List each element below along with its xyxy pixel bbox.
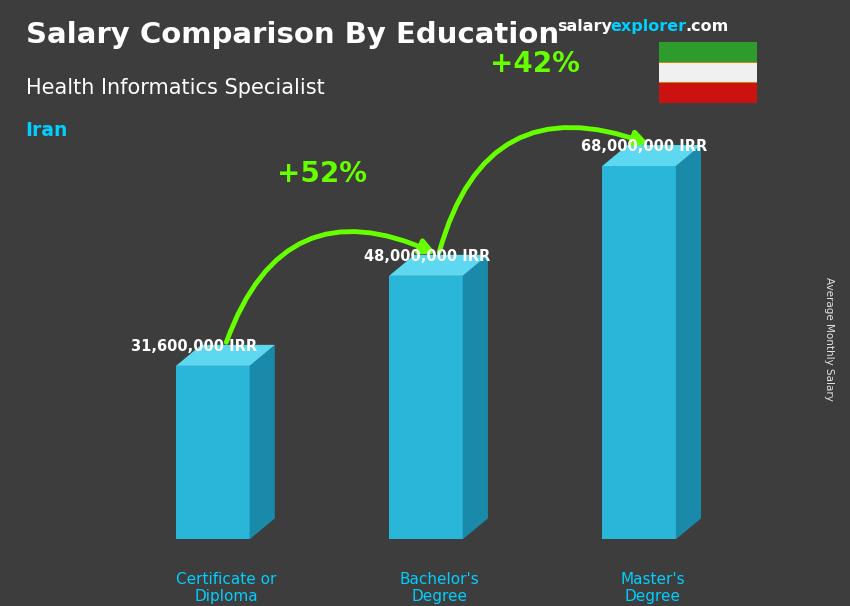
Circle shape: [696, 65, 719, 78]
Text: Iran: Iran: [26, 121, 68, 140]
Text: explorer: explorer: [610, 19, 687, 35]
Text: salary: salary: [557, 19, 612, 35]
Text: Average Monthly Salary: Average Monthly Salary: [824, 278, 834, 401]
Polygon shape: [603, 166, 676, 539]
Polygon shape: [389, 276, 462, 539]
Text: +42%: +42%: [490, 50, 581, 78]
Text: Certificate or
Diploma: Certificate or Diploma: [176, 572, 276, 604]
Text: 68,000,000 IRR: 68,000,000 IRR: [581, 139, 707, 155]
Text: Health Informatics Specialist: Health Informatics Specialist: [26, 78, 324, 98]
Polygon shape: [603, 145, 701, 166]
Text: Master's
Degree: Master's Degree: [620, 572, 685, 604]
Text: Salary Comparison By Education: Salary Comparison By Education: [26, 21, 558, 49]
Polygon shape: [389, 255, 488, 276]
Polygon shape: [176, 345, 275, 366]
Text: 31,600,000 IRR: 31,600,000 IRR: [132, 339, 258, 354]
Text: 48,000,000 IRR: 48,000,000 IRR: [364, 249, 490, 264]
Text: .com: .com: [685, 19, 728, 35]
Polygon shape: [176, 366, 250, 539]
Polygon shape: [676, 145, 701, 539]
Text: Bachelor's
Degree: Bachelor's Degree: [400, 572, 479, 604]
Polygon shape: [462, 255, 488, 539]
Polygon shape: [250, 345, 275, 539]
Text: +52%: +52%: [277, 160, 367, 188]
